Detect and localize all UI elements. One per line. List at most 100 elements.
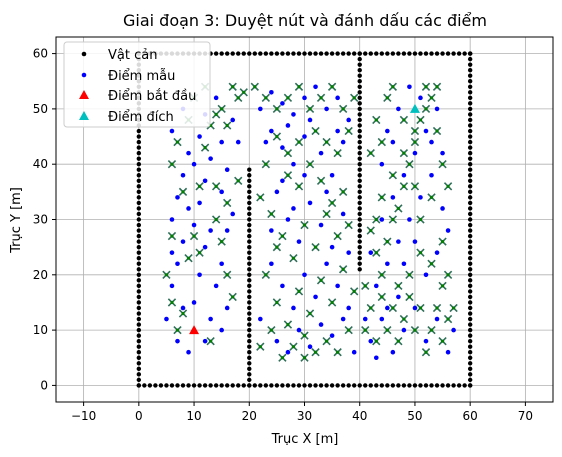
sample-point <box>401 327 407 333</box>
obstacle-point <box>247 278 252 283</box>
x-tick-label: 10 <box>186 409 201 423</box>
visited-dot <box>170 234 174 238</box>
obstacle-point <box>136 195 142 200</box>
visited-dot <box>302 223 307 227</box>
obstacle-point <box>467 167 473 172</box>
sample-point <box>429 139 434 145</box>
obstacle-point <box>357 233 362 239</box>
visited-dot <box>391 217 395 222</box>
obstacle-point <box>136 283 142 289</box>
visited-dot <box>192 234 196 238</box>
obstacle-point <box>357 222 362 228</box>
x-tick-label: 20 <box>242 409 257 423</box>
visited-dot <box>380 295 384 299</box>
obstacle-point <box>357 67 362 73</box>
obstacle-point <box>136 272 142 278</box>
obstacle-point <box>180 383 186 388</box>
visited-dot <box>396 339 400 343</box>
obstacle-point <box>467 156 473 161</box>
obstacle-point <box>467 350 473 355</box>
obstacle-point <box>357 383 362 388</box>
sample-point <box>373 355 379 361</box>
visited-dot <box>396 206 400 211</box>
sample-point <box>445 349 451 355</box>
obstacle-point <box>136 316 142 322</box>
visited-dot <box>363 284 367 288</box>
obstacle-point <box>213 51 219 56</box>
goal-point <box>409 103 420 113</box>
visited-dot <box>369 151 373 155</box>
obstacle-point <box>247 261 252 266</box>
sample-point <box>224 167 230 173</box>
obstacle-point <box>247 272 252 278</box>
sample-point <box>329 244 335 250</box>
obstacle-point <box>357 79 362 84</box>
obstacle-point <box>191 383 197 388</box>
obstacle-point <box>467 383 473 388</box>
chart-title: Giai đoạn 3: Duyệt nút và đánh dấu các đ… <box>123 11 487 30</box>
sample-point <box>219 327 224 333</box>
obstacle-point <box>136 134 142 139</box>
obstacle-point <box>357 211 362 217</box>
visited-dot <box>435 306 439 310</box>
sample-point <box>412 305 418 311</box>
sample-point <box>208 316 213 322</box>
sample-point <box>346 250 351 255</box>
obstacle-point <box>407 383 412 388</box>
visited-dot <box>236 96 240 100</box>
visited-dot <box>413 328 417 332</box>
obstacle-point <box>423 383 429 388</box>
obstacle-point <box>357 150 362 156</box>
sample-point <box>219 261 224 267</box>
sample-point <box>423 272 429 278</box>
obstacle-point <box>467 333 473 338</box>
obstacle-point <box>352 51 357 56</box>
obstacle-point <box>241 383 246 388</box>
visited-dot <box>291 345 296 349</box>
visited-dot <box>324 212 329 216</box>
obstacle-point <box>440 51 445 56</box>
obstacle-point <box>230 383 235 388</box>
visited-dot <box>407 295 412 299</box>
visited-dot <box>440 162 445 166</box>
obstacle-point <box>357 106 362 112</box>
sample-point <box>407 217 412 222</box>
obstacle-point <box>368 51 373 56</box>
obstacle-point <box>136 338 142 344</box>
visited-dot <box>402 118 406 122</box>
obstacle-point <box>467 344 473 349</box>
visited-dot <box>374 339 378 343</box>
sample-point <box>235 139 241 145</box>
obstacle-point <box>136 355 142 360</box>
legend-goal-marker <box>79 111 89 120</box>
obstacle-point <box>136 350 142 355</box>
obstacle-points <box>136 51 473 388</box>
sample-point <box>346 117 351 123</box>
obstacle-point <box>467 372 473 377</box>
obstacle-point <box>357 117 362 123</box>
obstacle-point <box>247 338 252 344</box>
obstacle-point <box>467 289 473 294</box>
obstacle-point <box>247 322 252 327</box>
visited-dot <box>452 306 456 310</box>
obstacle-point <box>285 51 291 56</box>
visited-dot <box>336 234 340 238</box>
visited-dot <box>297 140 301 144</box>
sample-point <box>230 117 236 123</box>
obstacle-point <box>412 51 418 56</box>
sample-point <box>379 217 385 222</box>
obstacle-point <box>379 383 385 388</box>
sample-point <box>396 239 401 244</box>
sample-point <box>385 128 390 134</box>
obstacle-point <box>379 51 385 56</box>
sample-point <box>423 338 429 344</box>
visited-dot <box>385 328 389 332</box>
obstacle-point <box>329 51 335 56</box>
obstacle-point <box>313 383 318 388</box>
obstacle-point <box>357 161 362 167</box>
sample-point <box>324 106 329 112</box>
obstacle-point <box>136 161 142 167</box>
visited-dot <box>402 151 406 155</box>
obstacle-point <box>357 200 362 206</box>
visited-dot <box>407 162 412 166</box>
